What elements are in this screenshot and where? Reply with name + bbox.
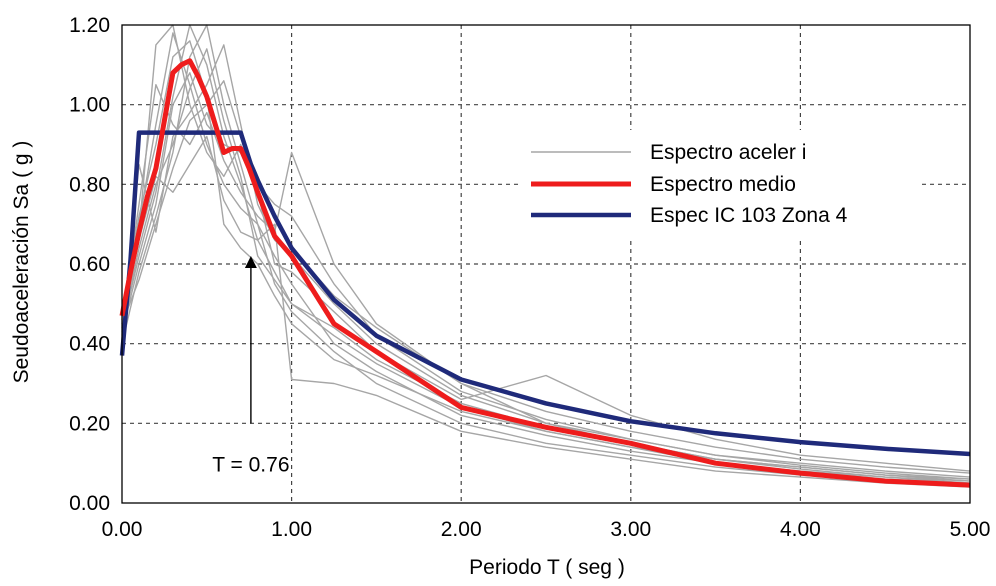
mean-spectrum-line — [119, 58, 971, 488]
axis-titles: Periodo T ( seg ) Seudoaceleración Sa ( … — [10, 141, 625, 579]
y-tick-label-0: 0.00 — [69, 492, 110, 515]
x-axis-title: Periodo T ( seg ) — [469, 556, 625, 579]
y-tick-label-1: 0.20 — [69, 412, 110, 435]
code-spectrum-line — [119, 130, 971, 457]
legend-label-2: Espectro medio — [650, 173, 796, 196]
plot-frame — [121, 24, 971, 504]
y-axis-title: Seudoaceleración Sa ( g ) — [10, 141, 33, 384]
y-tick-label-6: 1.20 — [69, 14, 110, 37]
code-spectrum-series-group — [119, 130, 971, 457]
record-spectrum-line-5 — [121, 84, 971, 474]
records-series-group — [121, 24, 971, 488]
annotation-arrow-head — [244, 256, 257, 269]
x-tick-label-4: 4.00 — [780, 518, 821, 541]
plot-border — [121, 24, 971, 504]
period-annotation: T = 0.76 — [212, 256, 290, 476]
legend-label-1: Espectro aceler i — [650, 141, 806, 164]
y-tick-label-2: 0.40 — [69, 333, 110, 356]
legend: Espectro aceler i Espectro medio Espec IC … — [520, 130, 920, 238]
record-spectrum-line-6 — [121, 135, 971, 488]
tick-labels: 0.00 1.00 2.00 3.00 4.00 5.00 0.00 0.20 0.40 0.60… — [69, 14, 990, 541]
annotation-label: T = 0.76 — [212, 453, 289, 476]
record-spectrum-line-1 — [121, 32, 971, 482]
record-spectrum-line-4 — [121, 24, 971, 486]
x-tick-label-3: 3.00 — [610, 518, 651, 541]
x-tick-label-1: 1.00 — [271, 518, 312, 541]
mean-spectrum-series-group — [119, 58, 971, 488]
x-tick-label-2: 2.00 — [441, 518, 482, 541]
record-spectrum-line-7 — [121, 72, 971, 480]
legend-label-3: Espec IC 103 Zona 4 — [650, 204, 848, 227]
record-spectrum-line-9 — [121, 24, 971, 472]
y-tick-label-3: 0.60 — [69, 253, 110, 276]
y-tick-label-5: 1.00 — [69, 94, 110, 117]
y-tick-label-4: 0.80 — [69, 173, 110, 196]
x-tick-label-5: 5.00 — [950, 518, 991, 541]
x-tick-label-0: 0.00 — [102, 518, 143, 541]
